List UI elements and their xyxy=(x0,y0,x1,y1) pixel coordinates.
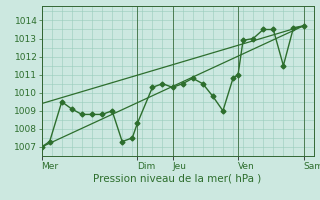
X-axis label: Pression niveau de la mer( hPa ): Pression niveau de la mer( hPa ) xyxy=(93,173,262,183)
